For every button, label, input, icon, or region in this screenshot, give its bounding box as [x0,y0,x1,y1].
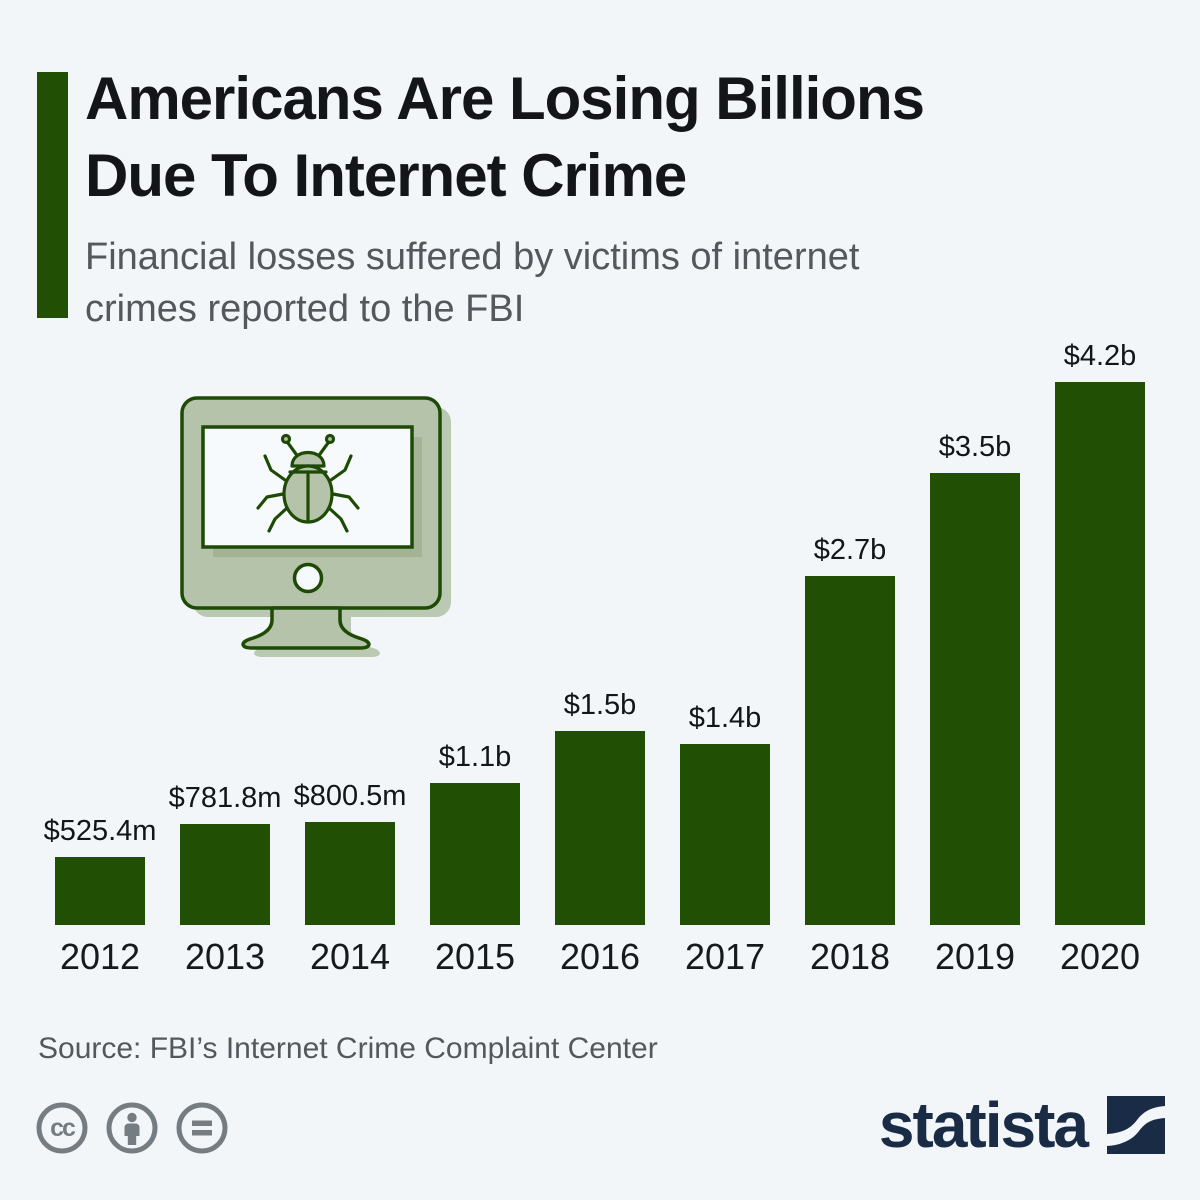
bar [430,782,520,925]
monitor-bug-svg [180,396,451,657]
x-axis-tick-label: 2020 [1059,936,1141,977]
bar-value-label: $800.5m [293,779,407,812]
bar [805,575,895,925]
bar [305,821,395,925]
attribution-icon [106,1102,158,1154]
x-axis-tick-label: 2017 [684,936,766,977]
bar-column: $1.1b [430,741,520,925]
x-axis-tick-label: 2019 [934,936,1016,977]
bar-column: $800.5m [294,780,406,925]
bar [555,731,645,925]
bar-value-label: $1.1b [438,740,512,773]
subtitle: Financial losses suffered by victims of … [85,236,860,330]
source-text: Source: FBI’s Internet Crime Complaint C… [38,1032,658,1065]
x-axis-tick-label: 2013 [184,936,266,977]
bar [55,857,145,925]
bar [1055,382,1145,925]
x-axis-tick-label: 2015 [434,936,516,977]
bar-value-label: $4.2b [1063,340,1137,372]
bar-column: $1.4b [680,702,770,925]
statista-logo-mark [1107,1096,1165,1154]
license-icons: cc [35,1101,229,1155]
bar [680,744,770,925]
x-axis-tick-label: 2016 [559,936,641,977]
cc-icon: cc [36,1102,88,1154]
title-accent-bar [37,72,68,318]
statista-logo: statista [878,1089,1165,1161]
page-title: Americans Are Losing Billions Due To Int… [85,65,925,209]
statista-wordmark: statista [878,1089,1089,1161]
bar-column: $2.7b [805,534,895,925]
x-axis-tick-label: 2018 [809,936,891,977]
svg-text:cc: cc [50,1114,76,1142]
chart-plot-area: $525.4m $781.8m $800.5m $1.1b $1.5b $1.4b $2.7… [44,340,1145,925]
bar-value-label: $2.7b [813,533,887,566]
bar-column: $781.8m [169,782,281,925]
x-axis: 2012 2013 2014 2015 2016 2017 2018 2019 2020 [55,936,1145,978]
x-axis-tick-label: 2014 [309,936,391,977]
x-axis-tick-label: 2012 [59,936,141,977]
bar-column: $4.2b [1055,340,1145,925]
no-derivatives-icon [176,1102,228,1154]
bar-value-label: $781.8m [168,781,282,814]
bar-column: $1.5b [555,689,645,925]
bar [180,823,270,925]
bar-value-label: $1.4b [688,702,762,734]
header: Americans Are Losing Billions Due To Int… [85,60,1155,335]
bar-column: $525.4m [44,815,156,925]
computer-bug-icon [168,390,468,665]
bar-value-label: $525.4m [43,815,157,848]
bar [930,472,1020,925]
bar-value-label: $1.5b [563,689,637,722]
bar-column: $3.5b [930,430,1020,925]
bar-chart: $525.4m $781.8m $800.5m $1.1b $1.5b $1.4b $2.7… [44,340,1145,978]
bar-value-label: $3.5b [938,430,1012,463]
